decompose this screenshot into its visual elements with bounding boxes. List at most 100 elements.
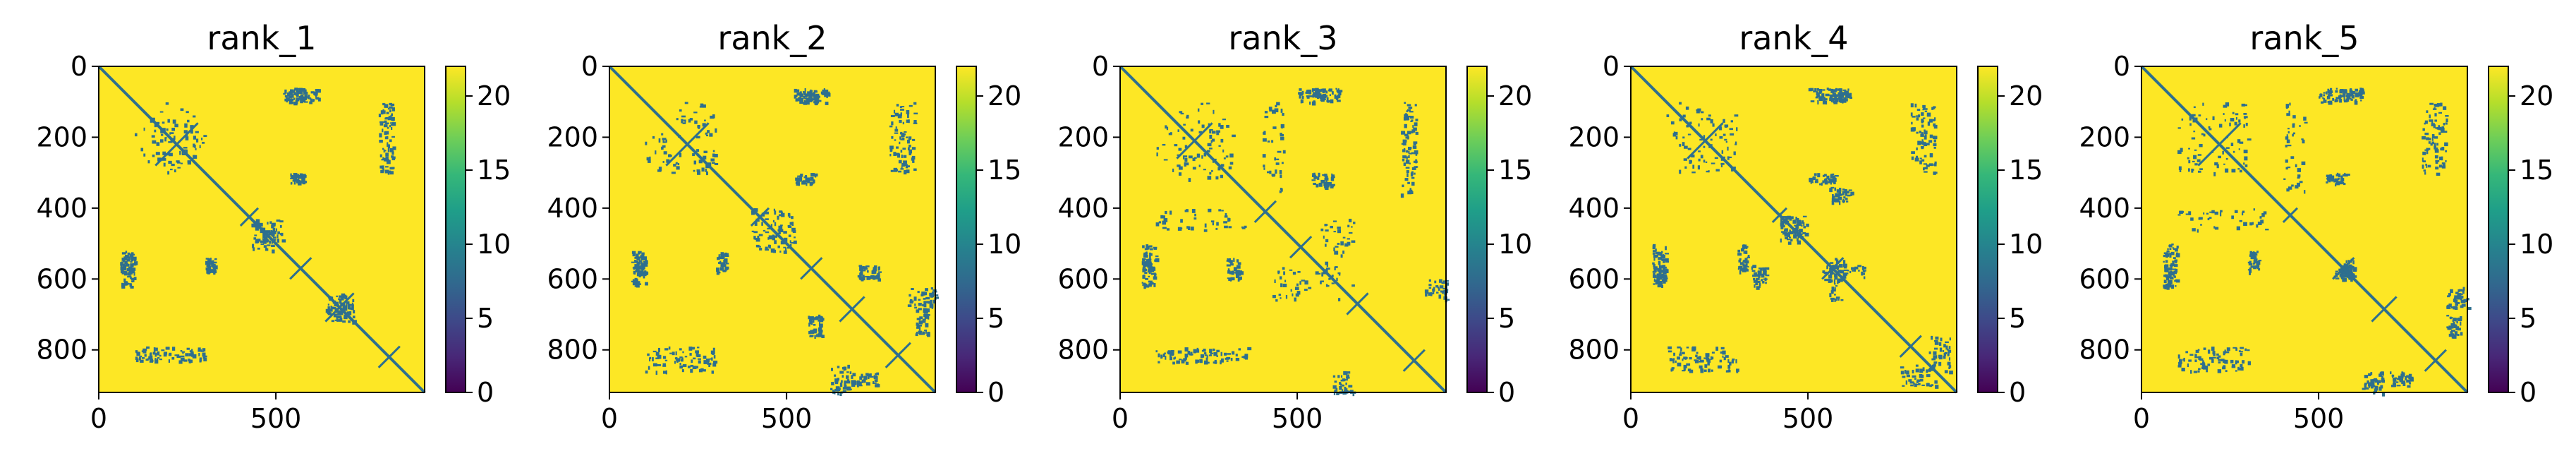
y-tick-label: 0 — [1092, 51, 1109, 82]
main-diagonal — [1119, 65, 1447, 394]
x-tick-label: 0 — [1622, 403, 1639, 434]
colorbar-tick-label: 20 — [477, 80, 511, 112]
contact-block — [1670, 106, 1938, 373]
colorbar — [445, 66, 466, 393]
colorbar-tick-label: 15 — [477, 155, 511, 186]
colorbar-tick-label: 5 — [477, 303, 494, 334]
contact-block — [2247, 172, 2350, 275]
plot-frame — [2141, 66, 2468, 393]
y-tick-label: 600 — [36, 263, 87, 294]
colorbar-tick-label: 10 — [988, 229, 1021, 260]
y-tick-label: 800 — [36, 335, 87, 366]
colorbar-tick-label: 0 — [1498, 377, 1515, 408]
y-tick-label: 200 — [1057, 121, 1109, 152]
contact-block — [120, 88, 308, 276]
colorbar-tick-label: 20 — [2520, 80, 2553, 112]
main-diagonal — [2140, 65, 2469, 394]
y-tick-label: 600 — [1057, 263, 1109, 294]
y-tick-label: 0 — [581, 51, 598, 82]
contact-block — [2390, 315, 2463, 388]
contact-block — [2163, 88, 2350, 275]
chart-title: rank_5 — [2249, 19, 2359, 57]
y-tick-label: 0 — [1603, 51, 1620, 82]
chart-title: rank_4 — [1739, 19, 1848, 57]
contact-block — [2177, 102, 2439, 364]
x-tick-label: 0 — [90, 403, 107, 434]
y-tick-label: 400 — [1057, 193, 1109, 224]
y-tick-label: 400 — [2079, 193, 2130, 224]
chart-title: rank_3 — [1228, 19, 1337, 57]
colorbar-tick-label: 15 — [988, 155, 1021, 186]
heatmap-panel-5: rank_5 0 200 400 600 800 0 500 0 5 10 15 20 — [2079, 19, 2553, 434]
colorbar-tick-label: 0 — [988, 377, 1004, 408]
contact-block — [631, 88, 818, 275]
plot-frame — [1119, 66, 1447, 393]
chart-title: rank_1 — [207, 19, 316, 57]
contact-block — [1900, 335, 1953, 389]
contact-block — [1667, 103, 1928, 363]
colorbar-tick-label: 0 — [2009, 377, 2026, 408]
y-tick-label: 400 — [547, 193, 598, 224]
colorbar-tick-label: 5 — [988, 303, 1004, 334]
colorbar — [1977, 66, 1998, 393]
y-tick-label: 0 — [2113, 51, 2130, 82]
contact-block — [2177, 102, 2252, 176]
plot-frame — [98, 66, 425, 393]
y-tick-label: 200 — [547, 121, 598, 152]
x-tick-label: 500 — [1272, 403, 1323, 434]
contact-block — [135, 102, 396, 364]
colorbar-tick-label: 15 — [2520, 155, 2553, 186]
y-tick-label: 400 — [36, 193, 87, 224]
y-tick-label: 800 — [2079, 335, 2130, 366]
contact-block — [205, 173, 308, 275]
colorbar-tick-label: 10 — [2009, 229, 2043, 260]
heatmap-panel-1: rank_1 0 200 400 600 800 0 500 0 5 10 15 20 — [36, 19, 511, 434]
main-diagonal — [97, 65, 426, 394]
colorbar-tick-label: 5 — [2520, 303, 2536, 334]
colorbar-tick-label: 20 — [2009, 80, 2043, 112]
contact-block — [2177, 102, 2449, 374]
colorbar-tick-label: 5 — [1498, 303, 1515, 334]
contact-block — [808, 265, 882, 339]
heatmap-panel-4: rank_4 0 200 400 600 800 0 500 0 5 10 15 20 — [1568, 19, 2043, 434]
y-tick-label: 800 — [1057, 335, 1109, 366]
heatmap-panel-3: rank_3 0 200 400 600 800 0 500 0 5 10 15 20 — [1057, 19, 1532, 434]
contact-block — [645, 102, 719, 176]
colorbar — [956, 66, 977, 393]
heatmap-panel-2: rank_2 0 200 400 600 800 0 500 0 5 10 15 20 — [547, 19, 1021, 434]
x-tick-label: 0 — [2133, 403, 2150, 434]
contact-block — [1652, 88, 1840, 275]
y-tick-label: 400 — [1568, 193, 1620, 224]
contact-block — [1155, 102, 1286, 232]
colorbar-tick-label: 20 — [1498, 80, 1532, 112]
colorbar-tick-label: 5 — [2009, 303, 2026, 334]
x-tick-label: 500 — [250, 403, 302, 434]
contact-block — [1737, 173, 1839, 275]
y-tick-label: 200 — [36, 121, 87, 152]
plot-frame — [1630, 66, 1957, 393]
contact-block — [851, 308, 930, 387]
contact-block — [2177, 102, 2308, 233]
contact-block — [1156, 102, 1236, 182]
y-tick-label: 600 — [2079, 263, 2130, 294]
contact-block — [1751, 186, 1854, 290]
y-tick-label: 0 — [71, 51, 87, 82]
x-tick-label: 0 — [601, 403, 618, 434]
colorbar — [2488, 66, 2509, 393]
chart-title: rank_2 — [717, 19, 827, 57]
contact-block — [1666, 102, 1739, 174]
contact-block — [2362, 287, 2472, 397]
contact-block — [1272, 218, 1356, 302]
contact-block — [135, 102, 207, 175]
contact-block — [1141, 88, 1328, 275]
y-tick-label: 600 — [547, 263, 598, 294]
main-diagonal — [608, 65, 937, 394]
colorbar-tick-label: 10 — [477, 229, 511, 260]
y-tick-label: 200 — [1568, 121, 1620, 152]
colorbar-tick-label: 0 — [2520, 377, 2536, 408]
contact-block — [1822, 258, 1866, 302]
y-tick-label: 800 — [1568, 335, 1620, 366]
x-tick-label: 500 — [1782, 403, 1834, 434]
